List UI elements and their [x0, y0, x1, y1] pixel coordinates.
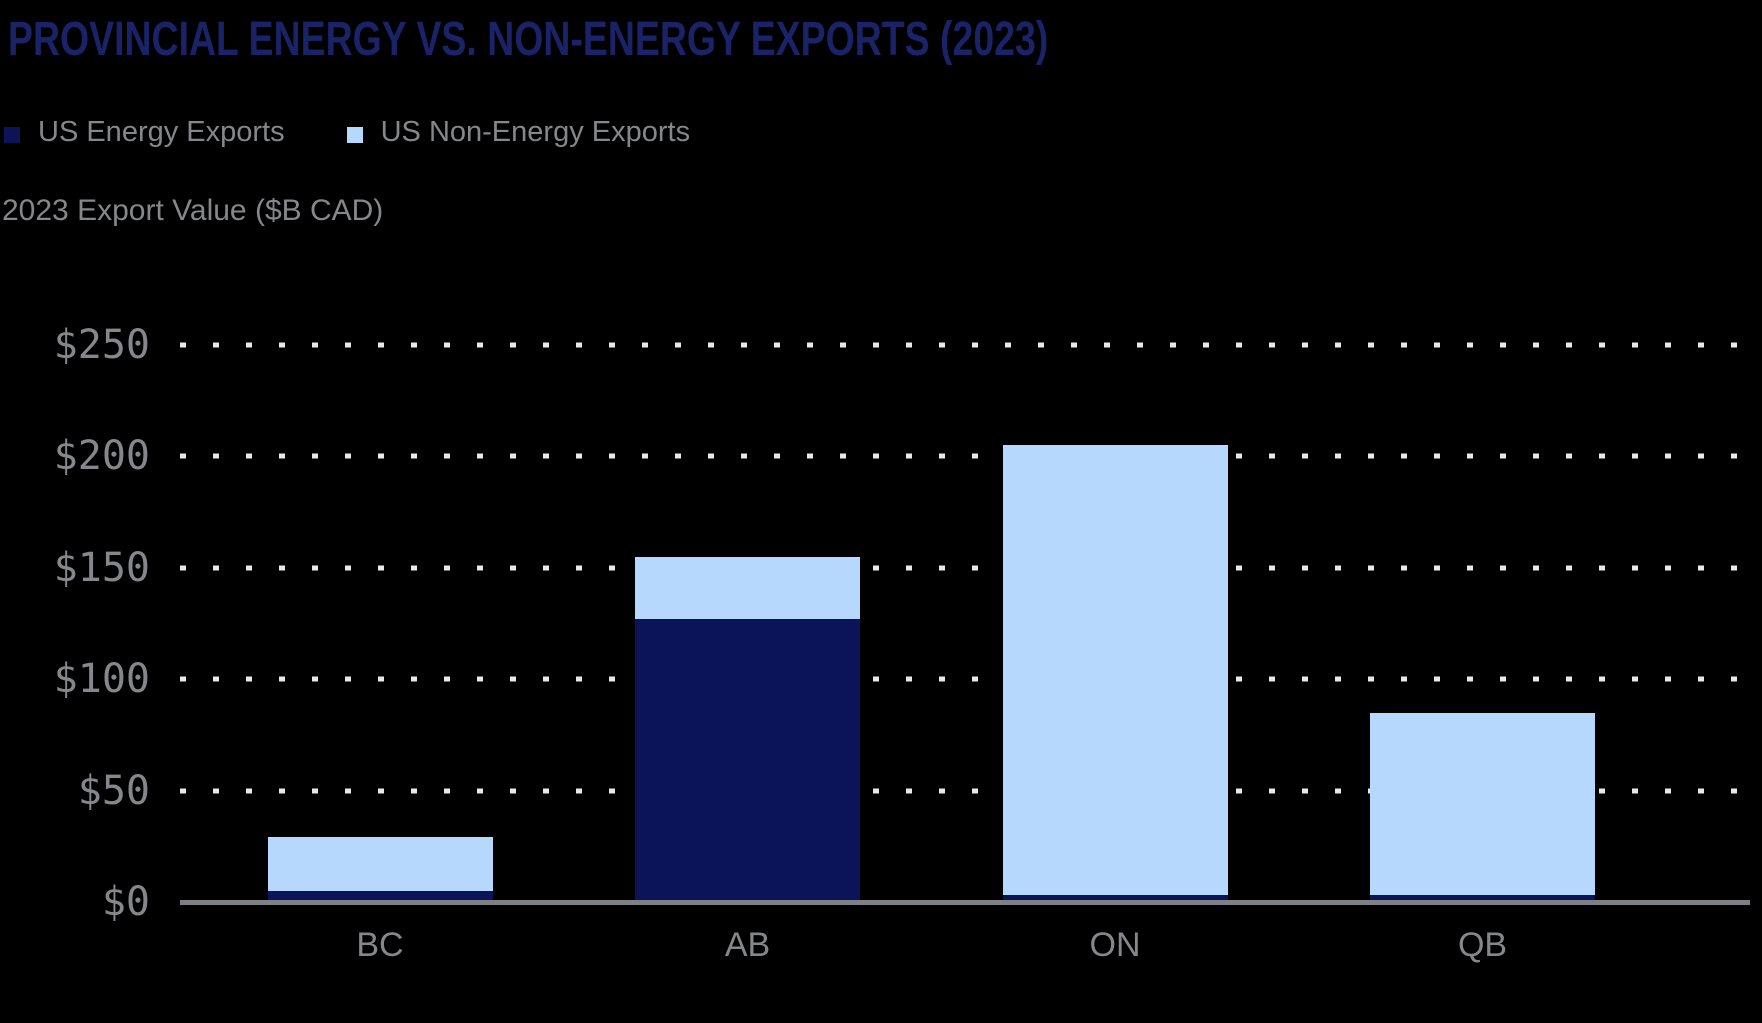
y-tick-label-100: $100: [53, 656, 150, 703]
x-tick-label-on: ON: [1089, 926, 1141, 964]
y-tick-label-200: $200: [53, 433, 150, 480]
y-tick-label-150: $150: [53, 544, 150, 591]
bar-bc-energy: [267, 890, 493, 902]
x-tick-label-ab: AB: [724, 926, 771, 964]
chart-title: PROVINCIAL ENERGY VS. NON-ENERGY EXPORTS…: [8, 13, 1049, 66]
bar-ab-energy: [635, 618, 860, 902]
gridline-50: [180, 788, 1758, 794]
bar-bc-non-energy: [267, 837, 493, 891]
gridline-100: [180, 676, 1758, 682]
gridline-250: [180, 342, 1758, 348]
x-tick-label-bc: BC: [356, 926, 404, 964]
y-tick-label-0: $0: [101, 879, 150, 925]
legend-item-energy: US Energy Exports: [4, 118, 285, 147]
bar-qb-non-energy: [1370, 712, 1595, 896]
y-axis-title: 2023 Export Value ($B CAD): [2, 194, 384, 227]
y-tick-label-250: $250: [53, 321, 150, 368]
bar-on-energy: [1002, 895, 1228, 902]
legend-label-non-energy: US Non-Energy Exports: [380, 116, 691, 148]
legend-item-non-energy: US Non-Energy Exports: [346, 116, 691, 148]
gridline-200: [180, 453, 1758, 459]
y-tick-label-50: $50: [77, 767, 150, 814]
non-energy-swatch-icon: [346, 126, 363, 143]
x-tick-label-qb: QB: [1457, 926, 1508, 964]
energy-swatch-icon: [4, 126, 20, 143]
bar-ab-non-energy: [635, 556, 860, 619]
gridline-150: [180, 565, 1758, 571]
x-axis-line: [180, 900, 1750, 905]
bar-qb-energy: [1370, 895, 1595, 902]
bar-on-non-energy: [1002, 445, 1228, 896]
legend: US Energy Exports US Non-Energy Exports: [4, 118, 690, 147]
legend-label-energy: US Energy Exports: [38, 116, 285, 148]
